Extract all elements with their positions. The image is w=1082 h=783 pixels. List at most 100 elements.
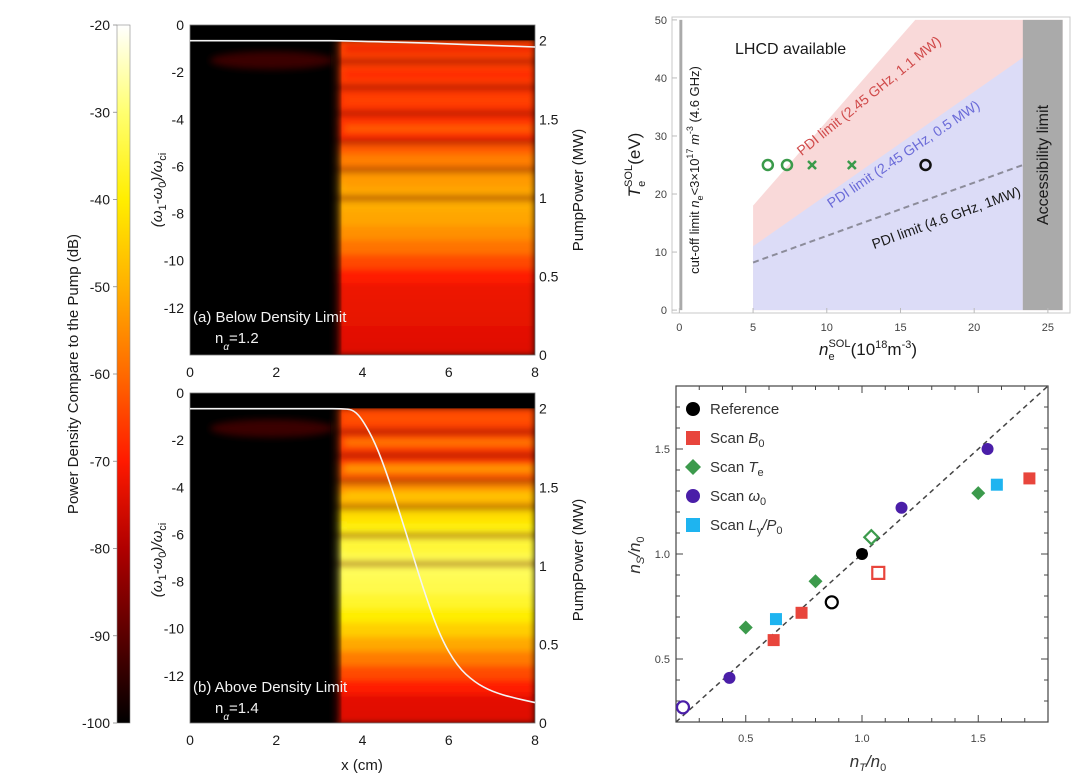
legend-marker: [686, 431, 700, 445]
legend-label: Scan ω0: [710, 488, 766, 508]
scatter-point: [824, 595, 839, 610]
scatter-legend: Reference Scan B0 Scan Te Scan ω0 Scan Ly/P0: [685, 401, 783, 537]
x-marker: [846, 160, 857, 170]
x-tick-label: 10: [821, 322, 833, 334]
y-tick-label: -2: [172, 64, 185, 80]
heat-gap: [336, 167, 535, 172]
heat-cell: [336, 311, 535, 328]
pump-power-curve-a: [189, 39, 536, 48]
colorbar-tick-label: -90: [90, 628, 110, 644]
x-tick-label: 5: [750, 322, 756, 334]
heat-band: [344, 415, 533, 422]
open-circle-marker: [919, 158, 932, 172]
heat-gap: [336, 139, 535, 144]
x-tick-label: 15: [894, 322, 906, 334]
heat-cell: [336, 240, 535, 256]
colorbar-tick-label: -30: [90, 104, 110, 120]
heat-field: [209, 39, 535, 355]
y-tick-label: -4: [172, 111, 185, 127]
colorbar: -20 -30 -40 -50 -60 -70 -80 -90 -100 Power Densi…: [65, 17, 131, 731]
legend-label: Scan B0: [710, 430, 765, 450]
panel-a-annotation: (a) Below Density Limit: [193, 309, 347, 326]
colorbar-tick-label: -20: [90, 17, 110, 33]
heat-gap: [336, 453, 535, 458]
scatter-point: [990, 478, 1003, 491]
y2-tick-label: 2: [539, 401, 547, 417]
region-3: [679, 19, 683, 311]
heat-cell: [336, 622, 535, 638]
scatter-point: [738, 620, 753, 635]
heat-band: [344, 439, 533, 446]
y-tick-label: 30: [655, 131, 667, 143]
heat-edge: [330, 25, 341, 355]
heat-edge: [330, 393, 341, 723]
panel-b-y2-label: PumpPower (MW): [570, 499, 587, 622]
heat-cell: [336, 651, 535, 667]
x-tick-label: 2: [272, 364, 280, 380]
panel-b-x-label: x (cm): [341, 757, 383, 774]
scatter-point: [808, 574, 823, 589]
scatter-point: [971, 486, 986, 501]
open-circle-marker: [761, 158, 775, 172]
y-tick-label: -4: [172, 479, 185, 495]
heat-cell: [336, 536, 535, 552]
heat-gap: [336, 111, 535, 116]
heat-band: [344, 547, 533, 554]
heat-gap: [336, 196, 535, 201]
scatter-y-label: nS/n0: [625, 536, 647, 573]
heat-cell: [336, 283, 535, 299]
x-tick-label: 6: [445, 732, 453, 748]
heat-gap: [336, 561, 535, 566]
scatter-point: [981, 443, 994, 455]
panel-b-frame: [189, 392, 536, 724]
identity-reference-line: [675, 385, 1049, 723]
y2-tick-label: 2: [539, 33, 547, 49]
heat-cell: [336, 507, 535, 523]
heat-band: [344, 97, 533, 104]
y2-tick-label: 0.5: [539, 268, 559, 284]
heat-cell: [336, 168, 535, 184]
panel-a-y-label: (ω1-ω0)/ωci: [149, 153, 169, 227]
x-tick-label: 4: [359, 732, 367, 748]
colorbar-tick-label: -60: [90, 366, 110, 382]
heat-band: [344, 519, 533, 526]
y-tick-label: 20: [655, 189, 667, 201]
heat-cell: [336, 254, 535, 270]
heat-band: [344, 182, 533, 189]
legend-label: Reference: [710, 401, 779, 418]
pdi-limit-4p6ghz-line: [752, 164, 1024, 264]
legend-marker: [686, 402, 700, 416]
heat-band: [344, 71, 533, 78]
heat-cell: [336, 579, 535, 595]
colorbar-label: Power Density Compare to the Pump (dB): [65, 234, 82, 514]
colorbar-tick-label: -100: [82, 715, 110, 731]
cutoff-label: cut-off limit ne<3×1017 m-3 (4.6 GHz): [685, 66, 705, 274]
faint-band: [209, 419, 335, 438]
x-tick-label: 4: [359, 364, 367, 380]
y-tick-label: 40: [655, 73, 667, 85]
y-tick-label: -6: [172, 158, 185, 174]
heat-gap: [336, 479, 535, 484]
heat-band: [344, 154, 533, 160]
colorbar-tick-label: -40: [90, 192, 110, 208]
scatter-point: [871, 565, 886, 581]
scatter-point: [895, 501, 908, 514]
heat-cell: [336, 211, 535, 227]
heat-cell: [336, 593, 535, 610]
legend-marker: [686, 489, 700, 503]
lhcd-frame: [671, 16, 1071, 314]
heat-top-dark: [190, 25, 535, 41]
heat-band: [344, 125, 533, 132]
panel-a-n-alpha: nα=1.2: [215, 330, 259, 353]
accessibility-label: Accessibility limit: [1035, 104, 1052, 225]
faint-band: [209, 51, 335, 70]
heat-cell: [336, 450, 535, 466]
heat-cell: [336, 679, 535, 696]
legend-marker: [685, 459, 701, 475]
pump-power-curve-b: [189, 407, 536, 704]
heat-cell: [336, 608, 535, 624]
x-tick-label: 2: [272, 732, 280, 748]
